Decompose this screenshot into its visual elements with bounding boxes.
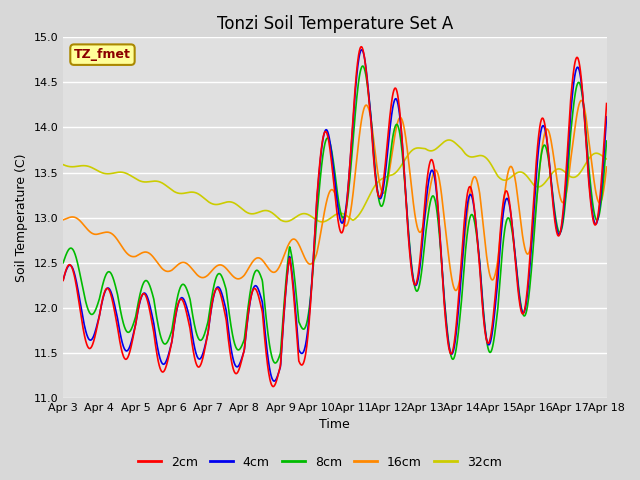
- Text: TZ_fmet: TZ_fmet: [74, 48, 131, 61]
- Title: Tonzi Soil Temperature Set A: Tonzi Soil Temperature Set A: [217, 15, 453, 33]
- Legend: 2cm, 4cm, 8cm, 16cm, 32cm: 2cm, 4cm, 8cm, 16cm, 32cm: [133, 451, 507, 474]
- Y-axis label: Soil Temperature (C): Soil Temperature (C): [15, 154, 28, 282]
- X-axis label: Time: Time: [319, 419, 350, 432]
